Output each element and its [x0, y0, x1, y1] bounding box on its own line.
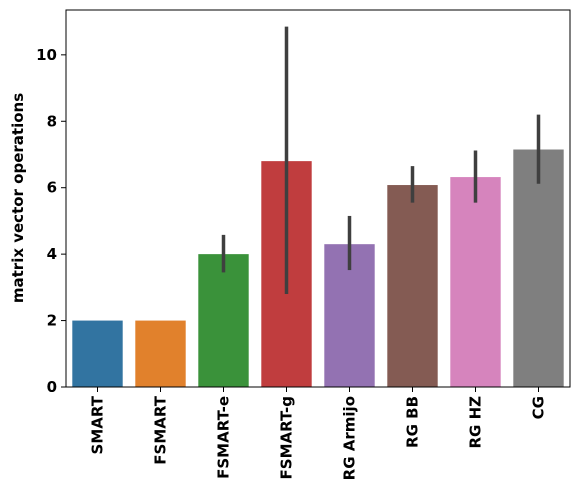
plot-frame: [65, 9, 571, 388]
bar-7: [513, 149, 564, 387]
y-tick-label-4: 8: [47, 112, 57, 130]
bar-5: [387, 185, 438, 387]
x-tick-label-1: FSMART: [152, 395, 170, 464]
y-tick-label-3: 6: [47, 179, 57, 197]
bars-group: [72, 149, 564, 387]
error-bars-group: [221, 26, 541, 294]
x-tick-label-5: RG BB: [404, 396, 422, 448]
x-axis: SMART FSMART FSMART-e FSMART-g RG Armijo RG B…: [89, 387, 548, 480]
x-tick-label-2: FSMART-e: [215, 396, 233, 479]
x-tick-label-0: SMART: [89, 395, 107, 454]
x-tick-label-4: RG Armijo: [341, 396, 359, 480]
y-axis: 0 2 4 6 8 10: [36, 46, 66, 396]
y-tick-label-5: 10: [36, 46, 57, 64]
y-tick-label-1: 2: [47, 312, 57, 330]
x-tick-label-6: RG HZ: [467, 396, 485, 449]
x-tick-label-7: CG: [530, 396, 548, 419]
bar-0: [72, 320, 123, 387]
bar-2: [198, 254, 249, 387]
y-tick-label-0: 0: [47, 378, 57, 396]
bar-6: [450, 177, 501, 387]
y-tick-label-2: 4: [47, 245, 57, 263]
y-axis-label: matrix vector operations: [9, 93, 27, 303]
bar-1: [135, 320, 186, 387]
x-tick-label-3: FSMART-g: [278, 396, 296, 479]
